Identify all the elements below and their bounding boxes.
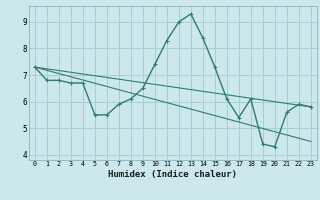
X-axis label: Humidex (Indice chaleur): Humidex (Indice chaleur)	[108, 170, 237, 179]
